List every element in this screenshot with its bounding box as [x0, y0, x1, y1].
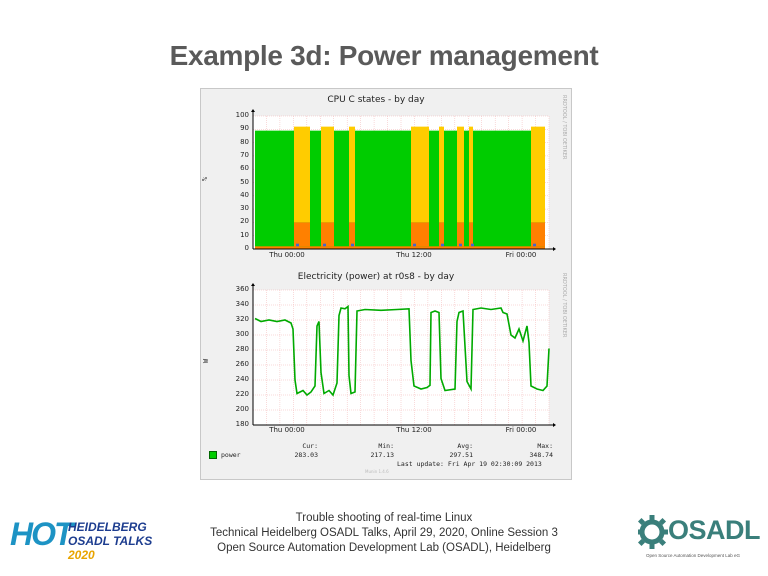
cpu-y-tick-label: 50	[240, 177, 249, 186]
cpu-state-yellow	[294, 126, 310, 223]
cpu-y-tick-label: 80	[240, 137, 249, 146]
cpu-y-tick-label: 0	[244, 244, 249, 252]
cpu-state-yellow	[457, 126, 464, 223]
stat-avg-label: Avg:	[457, 442, 473, 450]
footer-line-2: Technical Heidelberg OSADL Talks, April …	[210, 527, 558, 539]
cpu-state-orange	[321, 222, 334, 247]
slide-title: Example 3d: Power management	[169, 40, 599, 71]
munin-graphs: CPU C states - by day RRDTOOL / TOBI OET…	[200, 88, 572, 480]
power-x-tick-label: Fri 00:00	[505, 426, 537, 434]
stat-cur-label: Cur:	[302, 442, 318, 450]
power-chart-area	[251, 283, 556, 427]
cpu-y-tick-label: 30	[240, 204, 249, 213]
power-y-tick-label: 280	[235, 345, 249, 353]
power-y-tick-label: 360	[235, 285, 249, 293]
osadl-gear-icon	[638, 515, 668, 549]
hot-logo-year: 2020	[68, 548, 95, 562]
power-graph: Electricity (power) at r0s8 - by day RRD…	[201, 267, 571, 479]
cpu-state-yellow	[469, 126, 473, 223]
hot-logo-line1: HEIDELBERG	[68, 520, 147, 534]
cpu-x-tick-label: Thu 12:00	[396, 251, 432, 259]
footer-line-3: Open Source Automation Development Lab (…	[217, 542, 551, 554]
cpu-y-tick-label: 40	[240, 190, 249, 199]
hot-logo: HOT HEIDELBERG OSADL TALKS 2020	[10, 514, 180, 562]
cpu-state-orange	[439, 222, 444, 247]
power-y-tick-label: 320	[235, 315, 249, 323]
power-y-tick-label: 180	[235, 420, 249, 428]
cpu-state-yellow	[411, 126, 429, 223]
stat-max-value: 348.74	[529, 451, 553, 459]
osadl-logo-word: OSADL	[668, 515, 761, 545]
cpu-cstates-graph: CPU C states - by day RRDTOOL / TOBI OET…	[201, 89, 571, 267]
munin-version: Munin 1.4.6	[365, 469, 389, 474]
cpu-state-yellow	[349, 126, 355, 223]
cpu-y-tick-label: 70	[240, 150, 249, 159]
power-x-tick-label: Thu 12:00	[396, 426, 432, 434]
power-y-tick-label: 300	[235, 330, 249, 338]
power-graph-title: Electricity (power) at r0s8 - by day	[297, 272, 455, 282]
stat-min-value: 217.13	[370, 451, 394, 459]
stat-max-label: Max:	[537, 442, 553, 450]
cpu-chart-area	[251, 109, 556, 251]
cpu-state-yellow	[531, 126, 545, 223]
power-y-tick-label: 200	[235, 405, 249, 413]
hot-logo-line2-text: OSADL TALKS	[68, 534, 153, 548]
cpu-y-axis-arrow	[251, 109, 255, 112]
cpu-state-orange-base	[255, 246, 545, 249]
power-y-axis-arrow	[251, 283, 255, 286]
cpu-y-tick-label: 10	[240, 230, 249, 239]
stat-min-label: Min:	[378, 442, 394, 450]
cpu-graph-side-label: RRDTOOL / TOBI OETIKER	[561, 95, 567, 160]
stat-avg-value: 297.51	[449, 451, 473, 459]
cpu-state-orange	[457, 222, 464, 247]
power-y-tick-label: 340	[235, 300, 249, 308]
cpu-x-axis-arrow	[553, 247, 556, 251]
cpu-state-orange	[411, 222, 429, 247]
osadl-logo-subtitle: Open Source Automation Development Lab e…	[646, 553, 741, 558]
cpu-x-tick-label: Fri 00:00	[505, 251, 537, 259]
cpu-state-orange	[469, 222, 473, 247]
cpu-y-tick-label: 20	[240, 217, 249, 226]
power-y-tick-label: 240	[235, 375, 249, 383]
cpu-state-orange	[294, 222, 310, 247]
cpu-x-tick-label: Thu 00:00	[269, 251, 305, 259]
power-y-tick-label: 220	[235, 390, 249, 398]
cpu-y-tick-label: 100	[235, 111, 249, 119]
power-x-tick-label: Thu 00:00	[269, 426, 305, 434]
footer: Trouble shooting of real-time Linux Tech…	[150, 511, 618, 556]
cpu-state-yellow	[439, 126, 444, 223]
hot-logo-letters: HOT	[10, 516, 74, 552]
cpu-y-tick-label: 60	[240, 164, 249, 173]
cpu-graph-title: CPU C states - by day	[327, 95, 425, 105]
power-graph-side-label: RRDTOOL / TOBI OETIKER	[561, 273, 567, 338]
cpu-state-orange	[349, 222, 355, 247]
last-update: Last update: Fri Apr 19 02:30:09 2013	[397, 460, 542, 468]
osadl-logo: OSADL Open Source Automation Development…	[638, 510, 762, 564]
power-y-tick-label: 260	[235, 360, 249, 368]
stat-cur-value: 283.03	[294, 451, 318, 459]
footer-line-1: Trouble shooting of real-time Linux	[295, 512, 473, 524]
power-legend: power	[209, 451, 241, 459]
hot-logo-line2: OSADL TALKS 2020	[68, 534, 180, 562]
power-series-line	[254, 304, 550, 397]
power-legend-label: power	[221, 451, 241, 459]
cpu-y-tick-label: 90	[240, 124, 249, 133]
power-legend-swatch	[209, 451, 217, 459]
cpu-state-orange	[531, 222, 545, 247]
power-x-axis-arrow	[553, 423, 556, 427]
cpu-state-yellow	[321, 126, 334, 223]
